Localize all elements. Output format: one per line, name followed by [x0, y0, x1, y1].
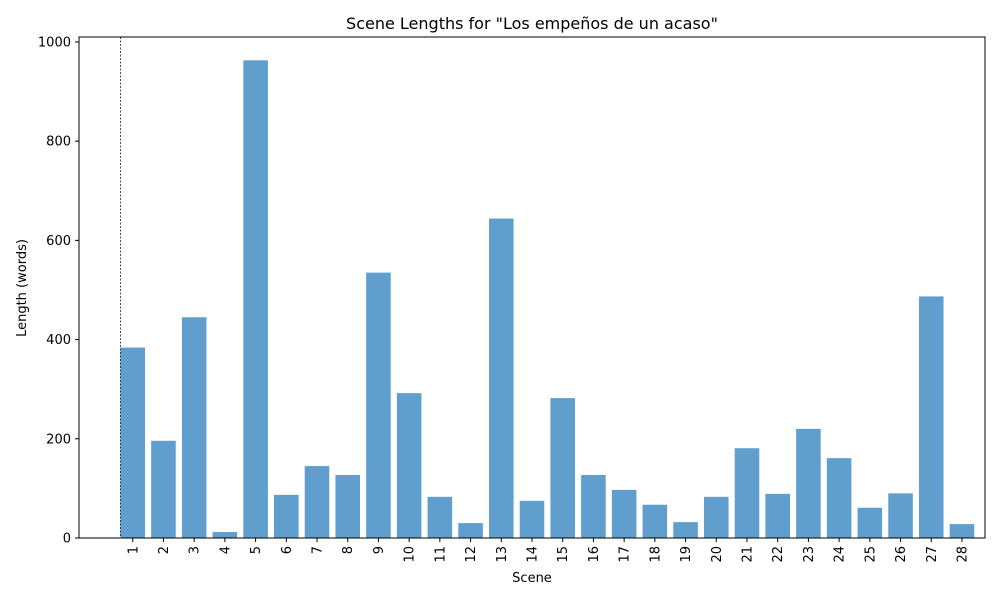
x-axis-ticks: 1 2 3 4 5 6 7 8 9 10 11 12 13 14 15 16 17 18 19 20 21 22 23 24 2…: [126, 538, 970, 563]
y-axis-title: Length (words): [15, 239, 30, 337]
bar-scene-15: [550, 398, 575, 538]
x-tick-label: 13: [495, 546, 510, 563]
bar-scene-23: [796, 428, 821, 538]
bar-scene-7: [304, 466, 330, 538]
x-tick-label: 22: [771, 546, 786, 563]
bar-scene-16: [581, 475, 606, 538]
bar-scene-10: [396, 393, 422, 538]
x-tick-label: 25: [863, 546, 878, 563]
x-tick-label: 18: [648, 546, 663, 563]
x-tick-label: 2: [157, 546, 172, 554]
bar-scene-11: [427, 496, 453, 538]
bar-scene-26: [888, 493, 913, 538]
bar-scene-3: [181, 317, 207, 538]
bar-scene-5: [243, 60, 268, 539]
bar-scene-19: [673, 522, 698, 538]
bar-scene-1: [120, 347, 146, 538]
x-tick-label: 6: [280, 546, 295, 554]
x-tick-label: 11: [433, 546, 448, 563]
x-tick-label: 10: [403, 546, 418, 563]
bar-scene-18: [642, 504, 668, 538]
bar-scene-4: [212, 532, 238, 538]
bar-scene-9: [366, 272, 391, 538]
bar-scene-17: [611, 489, 637, 538]
y-tick-label: 600: [46, 234, 71, 249]
x-tick-label: 20: [710, 546, 725, 563]
x-tick-label: 7: [311, 546, 326, 554]
y-tick-label: 400: [46, 333, 71, 348]
x-tick-label: 21: [740, 546, 755, 563]
y-tick-label: 0: [63, 532, 71, 547]
x-tick-label: 4: [218, 546, 233, 554]
x-tick-label: 5: [249, 546, 264, 554]
x-tick-label: 28: [955, 546, 970, 563]
bar-scene-2: [151, 440, 176, 538]
x-tick-label: 16: [587, 546, 602, 563]
x-tick-label: 23: [802, 546, 817, 563]
bar-scene-27: [918, 296, 944, 538]
x-tick-label: 27: [925, 546, 940, 563]
x-tick-label: 1: [126, 546, 141, 554]
x-tick-label: 17: [618, 546, 633, 563]
bar-scene-24: [826, 458, 852, 538]
plot-frame: [78, 36, 986, 539]
bar-scene-8: [335, 475, 361, 538]
bar-scene-22: [765, 493, 790, 538]
x-axis-title: Scene: [512, 571, 552, 586]
y-tick-label: 200: [46, 432, 71, 447]
x-tick-label: 9: [372, 546, 387, 554]
y-tick-label: 1000: [38, 35, 71, 50]
bar-scene-14: [519, 500, 545, 538]
bar-scene-6: [274, 494, 299, 538]
bar-scene-20: [703, 496, 729, 538]
x-tick-label: 14: [526, 546, 541, 563]
x-tick-label: 12: [464, 546, 479, 563]
bar-scene-13: [489, 218, 514, 539]
bar-scene-21: [734, 448, 760, 538]
x-tick-label: 26: [894, 546, 909, 563]
y-tick-label: 800: [46, 135, 71, 150]
bar-scene-28: [949, 524, 975, 538]
x-tick-label: 3: [188, 546, 203, 554]
y-axis-ticks: 0 200 400 600 800 1000: [38, 35, 79, 547]
x-tick-label: 19: [679, 546, 694, 563]
bar-scene-25: [857, 507, 883, 538]
chart-title: Scene Lengths for "Los empeños de un aca…: [346, 14, 718, 33]
bar-scene-12: [458, 523, 483, 538]
x-tick-label: 24: [833, 546, 848, 563]
x-tick-label: 8: [341, 546, 356, 554]
x-tick-label: 15: [556, 546, 571, 563]
bars-layer: [120, 60, 975, 539]
